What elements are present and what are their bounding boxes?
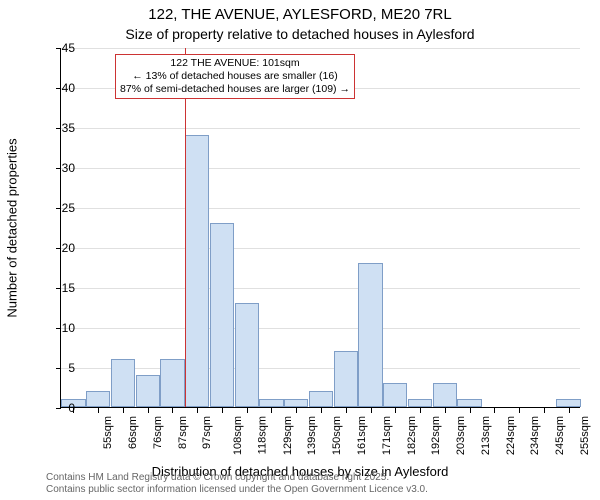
x-tick xyxy=(98,408,99,413)
y-tick-label: 30 xyxy=(45,161,75,175)
x-tick-label: 139sqm xyxy=(307,416,319,455)
x-tick-label: 97sqm xyxy=(201,416,213,449)
histogram-bar xyxy=(457,399,481,407)
x-tick xyxy=(148,408,149,413)
x-tick-label: 182sqm xyxy=(406,416,418,455)
x-tick xyxy=(321,408,322,413)
histogram-bar xyxy=(433,383,457,407)
y-tick-label: 45 xyxy=(45,41,75,55)
x-tick xyxy=(569,408,570,413)
histogram-bar xyxy=(235,303,259,407)
y-tick-label: 35 xyxy=(45,121,75,135)
x-tick-label: 108sqm xyxy=(232,416,244,455)
x-tick xyxy=(271,408,272,413)
annotation-line: 87% of semi-detached houses are larger (… xyxy=(120,83,350,96)
footer-line-1: Contains HM Land Registry data © Crown c… xyxy=(46,472,428,484)
x-tick-label: 234sqm xyxy=(529,416,541,455)
grid-line xyxy=(61,248,580,249)
chart-subtitle: Size of property relative to detached ho… xyxy=(0,26,600,42)
histogram-chart: 122, THE AVENUE, AYLESFORD, ME20 7RL Siz… xyxy=(0,0,600,500)
x-tick-label: 55sqm xyxy=(102,416,114,449)
x-tick xyxy=(247,408,248,413)
property-size-marker xyxy=(185,48,186,407)
annotation-line: ← 13% of detached houses are smaller (16… xyxy=(120,70,350,83)
histogram-bar xyxy=(383,383,407,407)
x-tick xyxy=(123,408,124,413)
annotation-line: 122 THE AVENUE: 101sqm xyxy=(120,57,350,70)
histogram-bar xyxy=(136,375,160,407)
histogram-bar xyxy=(111,359,135,407)
x-tick xyxy=(544,408,545,413)
attribution-footer: Contains HM Land Registry data © Crown c… xyxy=(46,472,428,496)
annotation-box: 122 THE AVENUE: 101sqm← 13% of detached … xyxy=(115,54,355,99)
x-tick-label: 118sqm xyxy=(256,416,268,454)
x-tick-label: 76sqm xyxy=(152,416,164,449)
x-tick xyxy=(296,408,297,413)
grid-line xyxy=(61,128,580,129)
x-tick xyxy=(420,408,421,413)
histogram-bar xyxy=(86,391,110,407)
y-tick-label: 0 xyxy=(45,401,75,415)
x-tick xyxy=(494,408,495,413)
x-tick xyxy=(222,408,223,413)
plot-area: 122 THE AVENUE: 101sqm← 13% of detached … xyxy=(60,48,580,408)
x-tick-label: 213sqm xyxy=(480,416,492,455)
x-tick xyxy=(519,408,520,413)
y-tick-label: 25 xyxy=(45,201,75,215)
grid-line xyxy=(61,328,580,329)
grid-line xyxy=(61,48,580,49)
x-tick-label: 255sqm xyxy=(579,416,591,455)
grid-line xyxy=(61,208,580,209)
y-tick-label: 10 xyxy=(45,321,75,335)
histogram-bar xyxy=(334,351,358,407)
y-tick-label: 20 xyxy=(45,241,75,255)
x-tick xyxy=(346,408,347,413)
x-tick-label: 192sqm xyxy=(430,416,442,455)
x-tick xyxy=(172,408,173,413)
footer-line-2: Contains public sector information licen… xyxy=(46,484,428,496)
histogram-bar xyxy=(259,399,283,407)
grid-line xyxy=(61,368,580,369)
histogram-bar xyxy=(358,263,382,407)
x-tick-label: 203sqm xyxy=(455,416,467,455)
y-tick-label: 40 xyxy=(45,81,75,95)
chart-title-address: 122, THE AVENUE, AYLESFORD, ME20 7RL xyxy=(0,6,600,23)
x-tick-label: 171sqm xyxy=(381,416,393,455)
y-tick-label: 15 xyxy=(45,281,75,295)
y-tick-label: 5 xyxy=(45,361,75,375)
x-tick xyxy=(470,408,471,413)
histogram-bar xyxy=(160,359,184,407)
x-tick-label: 66sqm xyxy=(127,416,139,449)
x-tick-label: 245sqm xyxy=(554,416,566,455)
histogram-bar xyxy=(309,391,333,407)
x-tick xyxy=(371,408,372,413)
histogram-bar xyxy=(210,223,234,407)
histogram-bar xyxy=(284,399,308,407)
histogram-bar xyxy=(408,399,432,407)
y-axis-title: Number of detached properties xyxy=(5,138,20,317)
x-tick xyxy=(445,408,446,413)
grid-line xyxy=(61,168,580,169)
x-tick xyxy=(395,408,396,413)
x-tick xyxy=(197,408,198,413)
grid-line xyxy=(61,288,580,289)
x-tick-label: 129sqm xyxy=(282,416,294,455)
x-tick-label: 161sqm xyxy=(356,416,368,455)
histogram-bar xyxy=(185,135,209,407)
x-tick-label: 150sqm xyxy=(331,416,343,455)
x-tick-label: 87sqm xyxy=(177,416,189,449)
histogram-bar xyxy=(556,399,580,407)
x-tick-label: 224sqm xyxy=(505,416,517,455)
